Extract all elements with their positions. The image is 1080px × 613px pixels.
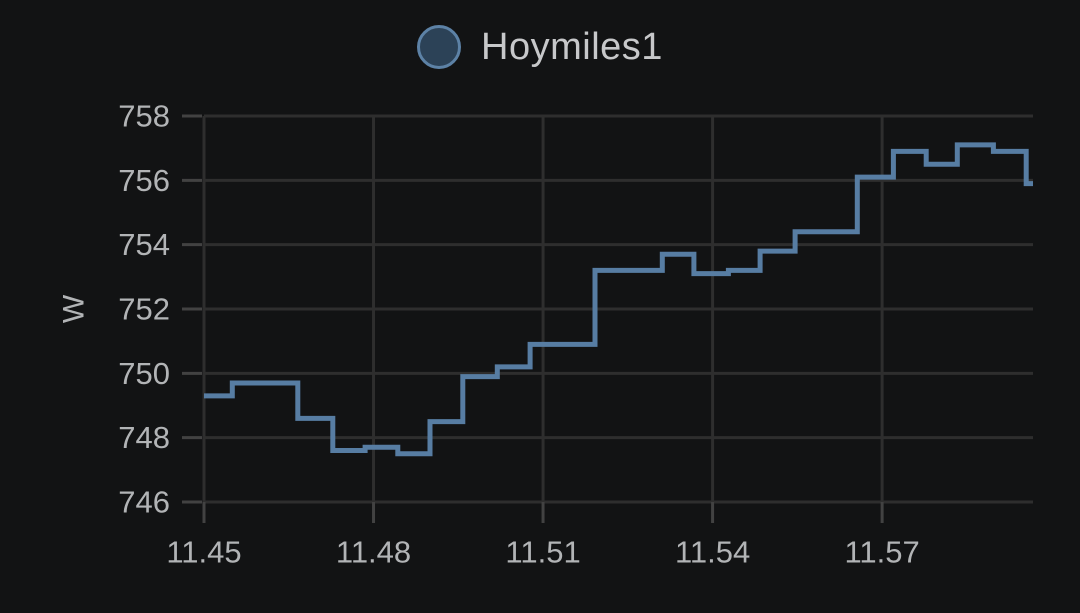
- y-tick-label: 746: [118, 485, 170, 520]
- x-tick-label: 11.48: [336, 535, 411, 570]
- y-tick-label: 748: [118, 420, 170, 455]
- y-tick-label: 752: [118, 292, 170, 327]
- legend-series-dot-icon: [417, 25, 462, 69]
- legend-item[interactable]: Hoymiles1: [0, 22, 1080, 72]
- legend-series-label: Hoymiles1: [481, 26, 663, 68]
- y-tick-label: 758: [118, 99, 170, 134]
- x-tick-label: 11.51: [505, 535, 580, 570]
- y-tick-label: 756: [118, 163, 170, 198]
- y-axis-unit-label: W: [58, 294, 91, 323]
- x-tick-label: 11.54: [675, 535, 750, 570]
- x-tick-label: 11.45: [166, 535, 241, 570]
- x-tick-label: 11.57: [844, 535, 919, 570]
- y-tick-label: 754: [118, 227, 170, 262]
- series-line: [204, 142, 1033, 457]
- y-tick-label: 750: [118, 356, 170, 391]
- plot-area[interactable]: [204, 116, 1033, 502]
